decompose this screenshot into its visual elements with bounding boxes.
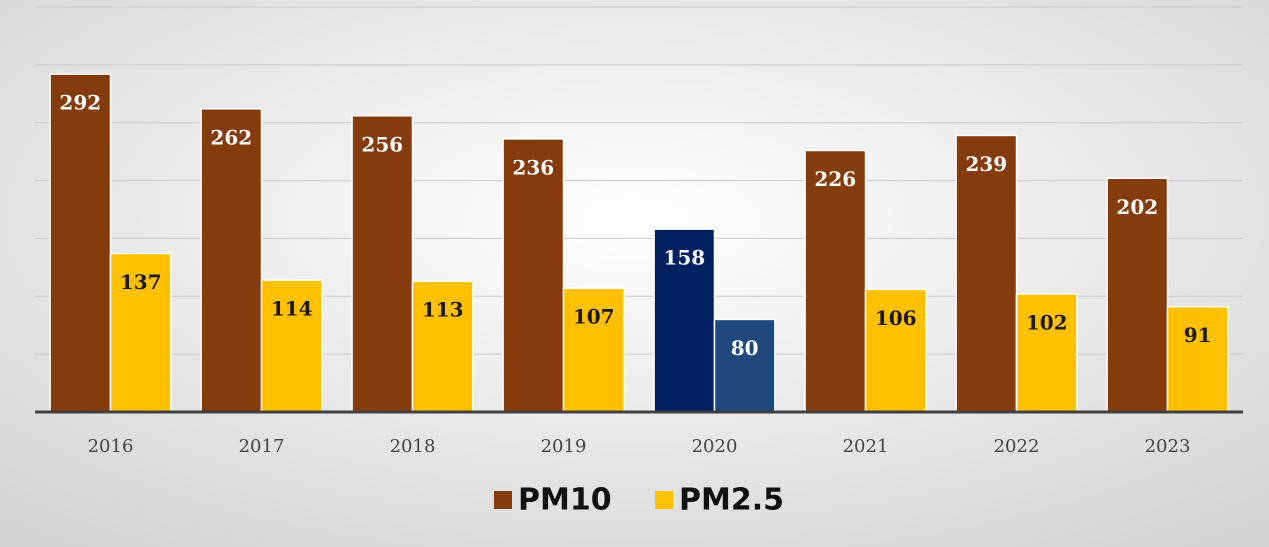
value-label: 107 <box>573 305 615 329</box>
value-label: 226 <box>814 167 856 191</box>
x-tick-label: 2018 <box>390 436 436 457</box>
legend-swatch <box>655 491 673 509</box>
bar <box>200 108 263 413</box>
value-label: 158 <box>663 246 705 270</box>
bar <box>351 115 414 413</box>
x-tick-label: 2022 <box>994 436 1040 457</box>
bar <box>1015 293 1078 413</box>
value-label: 113 <box>422 298 464 322</box>
bar <box>955 134 1018 413</box>
value-label: 292 <box>59 91 101 115</box>
bar <box>804 149 867 413</box>
legend-label: PM10 <box>518 483 612 518</box>
value-label: 80 <box>731 336 759 360</box>
value-label: 91 <box>1184 323 1212 347</box>
value-label: 239 <box>965 152 1007 176</box>
bar <box>713 318 776 413</box>
value-label: 202 <box>1116 195 1158 219</box>
x-tick-label: 2023 <box>1145 436 1191 457</box>
value-label: 106 <box>875 306 917 330</box>
x-tick-label: 2017 <box>239 436 285 457</box>
bar <box>653 228 716 413</box>
x-tick-label: 2016 <box>88 436 134 457</box>
legend-label: PM2.5 <box>679 483 784 518</box>
bar <box>49 73 112 413</box>
x-tick-label: 2020 <box>692 436 738 457</box>
value-label: 102 <box>1026 310 1068 334</box>
value-label: 256 <box>361 132 403 156</box>
bar <box>502 138 565 413</box>
x-tick-label: 2019 <box>541 436 587 457</box>
bar <box>562 287 625 413</box>
bar <box>1166 305 1229 413</box>
bar <box>864 288 927 413</box>
value-label: 114 <box>271 297 313 321</box>
value-label: 137 <box>120 270 162 294</box>
legend-swatch <box>494 491 512 509</box>
x-tick-label: 2021 <box>843 436 889 457</box>
value-label: 262 <box>210 125 252 149</box>
bar <box>260 279 323 413</box>
bar <box>411 280 474 413</box>
value-label: 236 <box>512 155 554 179</box>
